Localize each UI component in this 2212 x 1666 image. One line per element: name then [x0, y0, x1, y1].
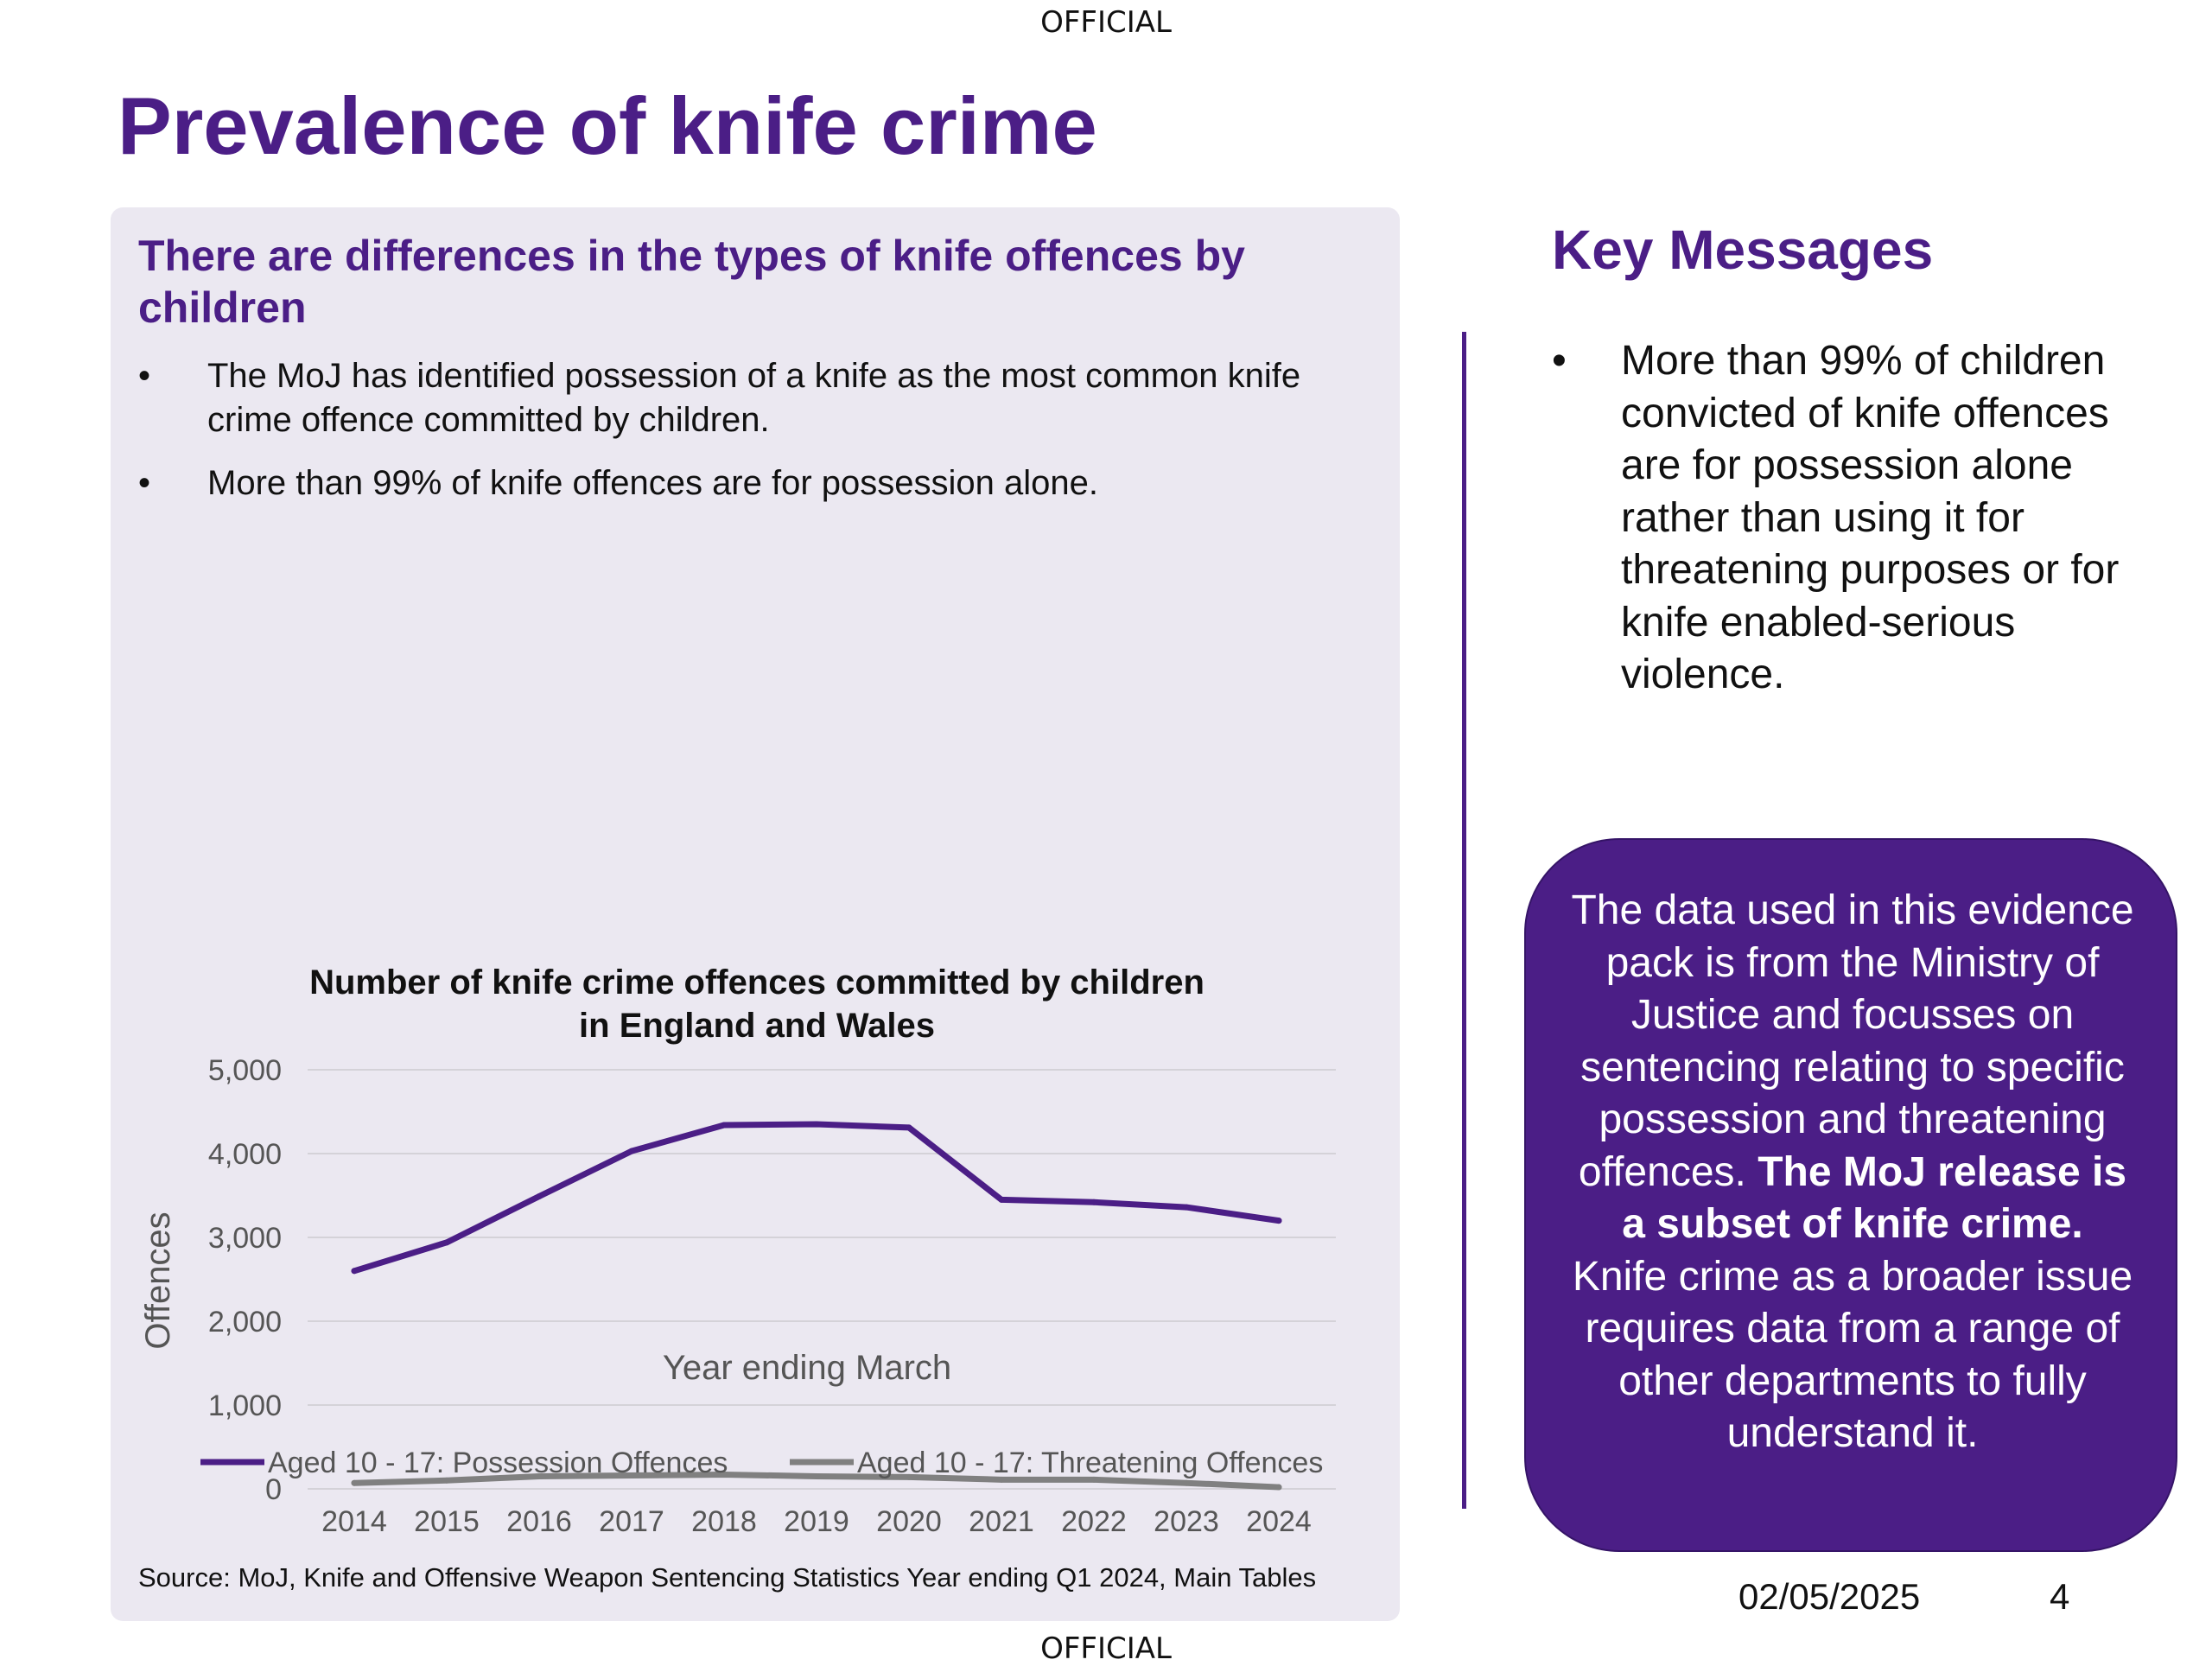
info-text-outro: Knife crime as a broader issue requires … [1572, 1253, 2133, 1457]
y-tick-label: 1,000 [208, 1389, 282, 1422]
y-tick-label: 5,000 [208, 1054, 282, 1087]
x-tick-label: 2015 [414, 1505, 480, 1538]
info-text-emphasis: The MoJ release is a subset of knife cri… [1622, 1148, 2127, 1248]
bullet-text: The MoJ has identified possession of a k… [207, 357, 1301, 439]
x-tick-label: 2023 [1154, 1505, 1219, 1538]
page-title: Prevalence of knife crime [118, 80, 1097, 171]
series-line-possession [351, 1121, 1282, 1275]
bullet-dot-icon: • [138, 464, 151, 502]
y-axis-label: Offences [139, 1211, 177, 1349]
data-point [536, 1472, 543, 1479]
key-messages-heading: Key Messages [1552, 219, 1934, 281]
x-tick-label: 2019 [784, 1505, 849, 1538]
y-tick-label: 0 [265, 1473, 282, 1506]
data-point [906, 1124, 912, 1131]
footer-date: 02/05/2025 [1738, 1576, 1921, 1617]
chart-legend: Aged 10 - 17: Possession Offences Aged 1… [200, 1447, 1323, 1479]
chart-y-ticks: 0 1,000 2,000 3,000 4,000 5,000 [208, 1054, 282, 1506]
left-panel: There are differences in the types of kn… [111, 207, 1400, 1621]
data-point [628, 1472, 635, 1478]
data-point [721, 1122, 728, 1129]
data-point [906, 1473, 912, 1480]
chart-title-line-2: in England and Wales [579, 1007, 935, 1045]
x-tick-label: 2020 [876, 1505, 942, 1538]
x-tick-label: 2022 [1061, 1505, 1127, 1538]
x-tick-label: 2017 [599, 1505, 664, 1538]
data-point [1090, 1476, 1097, 1483]
data-point [1090, 1199, 1097, 1205]
data-point [1183, 1479, 1190, 1486]
x-tick-label: 2024 [1246, 1505, 1312, 1538]
x-axis-label: Year ending March [663, 1349, 951, 1387]
chart-title-line-1: Number of knife crime offences committed… [309, 963, 1205, 1002]
x-tick-label: 2021 [969, 1505, 1034, 1538]
chart-gridlines [308, 1069, 1336, 1490]
info-callout: The data used in this evidence pack is f… [1524, 838, 2177, 1552]
data-point [536, 1192, 543, 1199]
security-marking-bottom: OFFICIAL [1040, 1631, 1172, 1666]
data-point [351, 1268, 358, 1275]
info-text-intro: The data used in this evidence pack is f… [1571, 887, 2134, 1195]
line-chart: Number of knife crime offences committed… [139, 963, 1336, 1538]
y-tick-label: 4,000 [208, 1138, 282, 1171]
legend-label-possession: Aged 10 - 17: Possession Offences [268, 1447, 728, 1479]
data-point [1275, 1218, 1282, 1224]
data-point [1183, 1204, 1190, 1211]
info-callout-text: The data used in this evidence pack is f… [1569, 885, 2136, 1460]
x-tick-label: 2018 [691, 1505, 757, 1538]
y-tick-label: 3,000 [208, 1222, 282, 1255]
panel-heading: There are differences in the types of kn… [138, 232, 1245, 332]
data-point [813, 1472, 820, 1479]
data-point [998, 1476, 1005, 1483]
x-tick-label: 2014 [321, 1505, 387, 1538]
data-point [443, 1477, 450, 1484]
data-point [443, 1239, 450, 1246]
bullet-text: More than 99% of knife offences are for … [207, 464, 1098, 502]
data-point [998, 1196, 1005, 1203]
bullet-dot-icon: • [1552, 338, 1567, 384]
data-point [1275, 1484, 1282, 1491]
y-tick-label: 2,000 [208, 1306, 282, 1339]
bullet-dot-icon: • [138, 357, 151, 395]
chart-x-ticks: 2014 2015 2016 2017 2018 2019 2020 2021 2022 2023… [321, 1505, 1312, 1538]
data-point [628, 1148, 635, 1154]
security-marking-top: OFFICIAL [1040, 5, 1172, 40]
data-point [813, 1121, 820, 1128]
data-point [721, 1472, 728, 1478]
x-tick-label: 2016 [506, 1505, 572, 1538]
page-number: 4 [2050, 1576, 2070, 1617]
data-point [351, 1479, 358, 1486]
source-note: Source: MoJ, Knife and Offensive Weapon … [138, 1562, 1317, 1593]
legend-label-threatening: Aged 10 - 17: Threatening Offences [857, 1447, 1323, 1479]
vertical-divider [1462, 332, 1466, 1509]
chart-series [351, 1121, 1282, 1491]
key-message-text: More than 99% of children convicted of k… [1621, 338, 2120, 697]
